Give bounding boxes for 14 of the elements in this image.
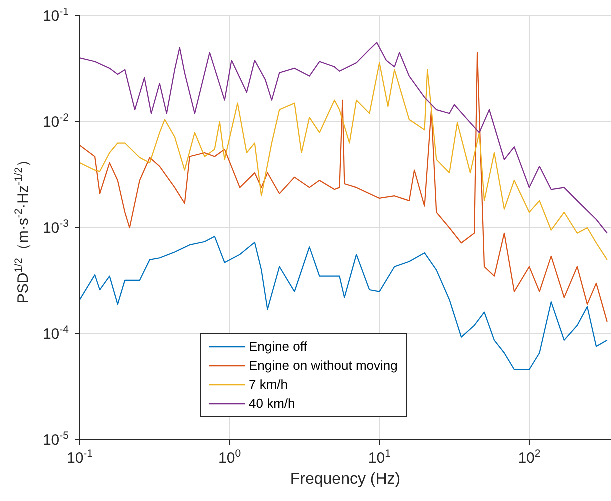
legend-label: 40 km/h (249, 396, 296, 411)
y-tick-label: 10$^{-2}$ (42, 112, 70, 131)
y-tick-label: 10$^{-3}$ (42, 218, 70, 237)
x-tick-label: 10$^{2}$ (518, 448, 541, 467)
y-tick-label: 10$^{-1}$ (42, 6, 70, 25)
x-tick-label: 10$^{1}$ (368, 448, 392, 467)
y-tick-label: 10$^{-5}$ (42, 430, 70, 449)
x-tick-label: 10$^{0}$ (218, 448, 242, 467)
x-axis-title: Frequency (Hz) (290, 471, 401, 488)
x-tick-label: 10$^{-1}$ (66, 448, 94, 467)
y-tick-label: 10$^{-4}$ (42, 324, 70, 343)
legend-label: Engine on without moving (249, 358, 398, 373)
legend-label: 7 km/h (249, 377, 288, 392)
legend-label: Engine off (249, 339, 308, 354)
